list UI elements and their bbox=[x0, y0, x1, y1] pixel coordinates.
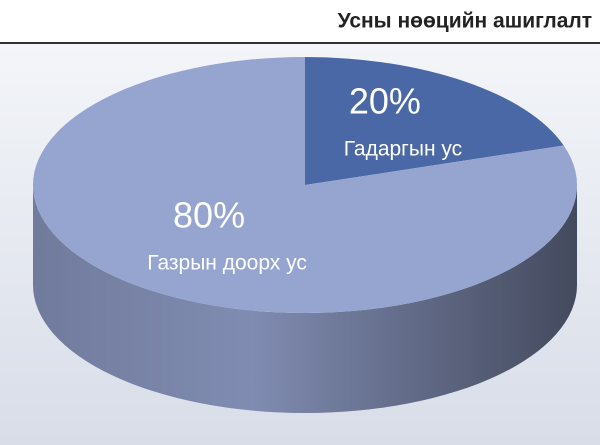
slice-side-shade bbox=[33, 185, 577, 413]
slice bbox=[305, 57, 564, 185]
slice-label: Гадаргын ус bbox=[344, 138, 462, 161]
slice bbox=[32, 57, 577, 313]
value-label: 80% bbox=[173, 194, 245, 235]
value-label: 20% bbox=[349, 81, 421, 122]
slice-label: Газрын доорх ус bbox=[147, 252, 307, 275]
chart-title: Усны нөөцийн ашиглалт bbox=[338, 10, 592, 33]
